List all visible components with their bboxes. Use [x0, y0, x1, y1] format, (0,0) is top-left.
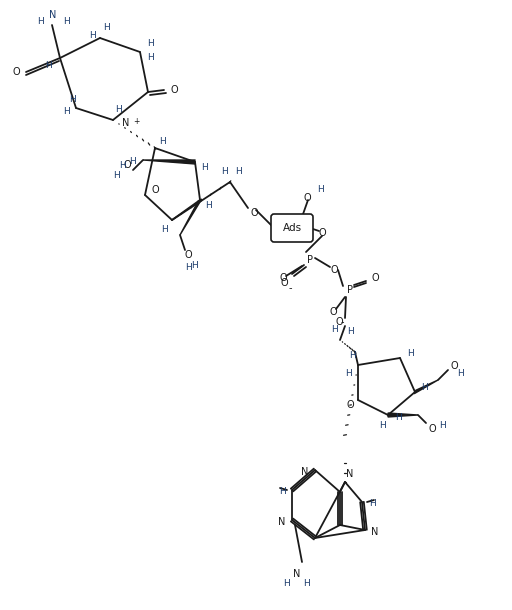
- Text: H: H: [205, 201, 211, 209]
- Text: H: H: [379, 420, 387, 429]
- Text: H: H: [457, 370, 463, 378]
- Polygon shape: [143, 160, 195, 164]
- Text: O: O: [371, 273, 379, 283]
- Text: N: N: [49, 10, 57, 20]
- Text: H: H: [395, 414, 401, 423]
- Text: H: H: [62, 16, 69, 26]
- Text: H: H: [190, 260, 197, 270]
- Text: H: H: [284, 580, 290, 589]
- FancyBboxPatch shape: [271, 214, 313, 242]
- Text: N: N: [293, 569, 301, 579]
- Text: O: O: [123, 160, 131, 170]
- Text: H: H: [369, 500, 375, 509]
- Text: H: H: [439, 420, 445, 429]
- Text: H: H: [89, 30, 95, 40]
- Text: Ads: Ads: [283, 223, 302, 233]
- Text: O: O: [318, 228, 326, 238]
- Text: H: H: [185, 262, 191, 271]
- Text: -: -: [288, 283, 292, 293]
- Text: H: H: [202, 162, 208, 171]
- Text: H: H: [146, 40, 154, 49]
- Text: H: H: [279, 487, 285, 497]
- Text: O: O: [184, 250, 192, 260]
- Text: O: O: [170, 85, 178, 95]
- Text: H: H: [146, 52, 154, 62]
- Text: H: H: [304, 580, 310, 589]
- Text: O: O: [428, 424, 436, 434]
- Text: H: H: [70, 96, 76, 104]
- Text: P: P: [307, 255, 313, 265]
- Text: H: H: [407, 348, 413, 357]
- Text: H: H: [37, 16, 44, 26]
- Text: H: H: [102, 24, 110, 32]
- Text: O: O: [329, 307, 337, 317]
- Text: H: H: [222, 168, 228, 176]
- Text: N: N: [122, 118, 130, 128]
- Text: H: H: [234, 168, 241, 176]
- Text: H: H: [332, 326, 338, 334]
- Text: O: O: [346, 400, 354, 410]
- Text: H: H: [120, 160, 126, 170]
- Text: -: -: [340, 317, 344, 327]
- Polygon shape: [414, 380, 438, 394]
- Text: H: H: [62, 107, 69, 115]
- Text: +: +: [133, 118, 139, 126]
- Text: O: O: [12, 67, 20, 77]
- Text: H: H: [350, 351, 356, 359]
- Text: H: H: [130, 157, 136, 167]
- Text: H: H: [316, 185, 324, 195]
- Text: H: H: [421, 382, 429, 392]
- Text: N: N: [302, 467, 309, 477]
- Text: N: N: [346, 469, 354, 479]
- Text: H: H: [160, 137, 166, 146]
- Text: H: H: [347, 328, 353, 337]
- Text: O: O: [151, 185, 159, 195]
- Text: O: O: [280, 278, 288, 288]
- Text: P: P: [347, 285, 353, 295]
- Text: H: H: [45, 62, 51, 71]
- Text: N: N: [279, 517, 286, 527]
- Text: H: H: [115, 106, 121, 115]
- Text: O: O: [279, 273, 287, 283]
- Polygon shape: [388, 413, 418, 417]
- Text: O: O: [250, 208, 258, 218]
- Text: O: O: [330, 265, 338, 275]
- Text: H: H: [114, 171, 120, 179]
- Polygon shape: [180, 199, 202, 235]
- Text: O: O: [335, 317, 343, 327]
- Text: O: O: [303, 193, 311, 203]
- Text: H: H: [345, 368, 351, 378]
- Text: O: O: [450, 361, 458, 371]
- Text: N: N: [371, 527, 379, 537]
- Text: H: H: [161, 226, 167, 234]
